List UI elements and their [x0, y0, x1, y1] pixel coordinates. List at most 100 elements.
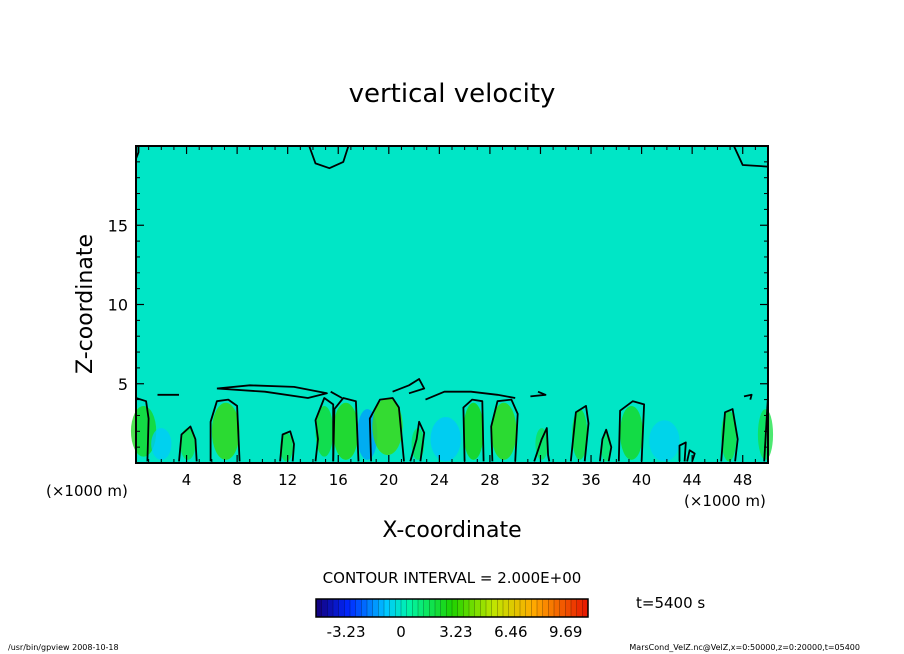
x-tick-label: 36 — [581, 471, 600, 489]
colorbar-cell — [463, 599, 470, 617]
colorbar-cell — [525, 599, 532, 617]
contour-line — [178, 425, 198, 462]
chart-title: vertical velocity — [349, 79, 556, 109]
x-tick-label: 12 — [278, 471, 297, 489]
colorbar-tick-label: -3.23 — [327, 623, 366, 641]
colorbar-tick-label: 3.23 — [439, 623, 472, 641]
colorbar-tick-label: 6.46 — [494, 623, 527, 641]
colour-feature — [463, 402, 484, 460]
colour-feature — [620, 405, 643, 460]
colorbar-cell — [446, 599, 453, 617]
colorbar-cell — [418, 599, 424, 617]
y-axis-ticks: 5 10 15 — [108, 161, 768, 448]
contour-line — [462, 398, 485, 462]
colorbar-cell — [350, 599, 356, 617]
colorbar-cell — [452, 599, 458, 617]
colorbar-cell — [361, 599, 368, 617]
colorbar-cell — [537, 599, 543, 617]
colorbar-cell — [401, 599, 407, 617]
colour-feature — [130, 405, 157, 457]
time-label: t=5400 s — [636, 594, 705, 612]
colorbar-cell — [559, 599, 566, 617]
colorbar-cell — [423, 599, 430, 617]
colorbar-cell — [531, 599, 538, 617]
colour-feature — [572, 409, 588, 460]
colorbar-cell — [576, 599, 583, 617]
contour-line — [425, 390, 516, 401]
x-axis-label: X-coordinate — [382, 518, 521, 543]
contour-line — [743, 393, 753, 400]
colorbar-cell — [333, 599, 339, 617]
colorbar-cell — [384, 599, 390, 617]
contour-line — [332, 397, 360, 462]
colorbar-cell — [406, 599, 413, 617]
colorbar-cell — [389, 599, 396, 617]
colorbar-cell — [372, 599, 379, 617]
colorbar-cell — [327, 599, 334, 617]
x-tick-label: 40 — [632, 471, 651, 489]
colorbar-cell — [440, 599, 447, 617]
colour-feature — [280, 432, 293, 462]
x-tick-label: 44 — [683, 471, 702, 489]
colorbar-tick-label: 0 — [396, 623, 406, 641]
x-tick-label: 4 — [182, 471, 192, 489]
colorbar-cell — [497, 599, 504, 617]
colour-feature — [357, 409, 378, 460]
colour-field — [130, 398, 774, 462]
x-axis-ticks: 4 8 12 16 20 24 28 32 36 40 44 48 — [148, 146, 756, 489]
x-tick-label: 24 — [430, 471, 449, 489]
contour-line — [209, 398, 241, 462]
colorbar-cell — [412, 599, 419, 617]
contour-line — [733, 145, 769, 168]
colorbar-ticks: -3.23 0 3.23 6.46 9.69 — [327, 623, 583, 641]
colour-feature — [372, 398, 403, 456]
field-background — [136, 146, 768, 463]
colorbar-cell — [582, 599, 589, 617]
colorbar: -3.23 0 3.23 6.46 9.69 — [315, 598, 589, 641]
colorbar-cell — [548, 599, 555, 617]
contour-line — [720, 408, 739, 462]
colorbar-cell — [554, 599, 560, 617]
x-tick-label: 48 — [733, 471, 752, 489]
colorbar-cell — [503, 599, 509, 617]
colour-feature — [333, 402, 359, 460]
colorbar-cell — [491, 599, 498, 617]
contour-line — [530, 390, 547, 398]
colour-feature — [180, 428, 196, 460]
colorbar-cell — [514, 599, 521, 617]
colorbar-cell — [316, 599, 322, 617]
colorbar-cell — [395, 599, 402, 617]
colorbar-cell — [480, 599, 487, 617]
footer-right: MarsCond_VelZ.nc@VelZ,x=0:50000,z=0:2000… — [629, 643, 860, 652]
x-tick-label: 32 — [531, 471, 550, 489]
contour-line — [330, 390, 343, 399]
contour-line — [308, 145, 350, 170]
colorbar-tick-label: 9.69 — [549, 623, 582, 641]
contour-line — [279, 430, 295, 462]
colorbar-cell — [367, 599, 373, 617]
colorbar-cell — [469, 599, 475, 617]
colour-feature — [151, 428, 172, 460]
colour-feature — [535, 428, 549, 460]
colorbar-cell — [520, 599, 526, 617]
colorbar-frame — [315, 598, 589, 618]
colorbar-cell — [508, 599, 515, 617]
contour-line — [678, 441, 687, 462]
colour-feature — [649, 420, 680, 462]
contour-line — [599, 428, 613, 462]
y-tick-label: 5 — [118, 375, 128, 394]
x-unit-right: (×1000 m) — [684, 492, 766, 510]
contour-line — [569, 404, 590, 462]
contour-line — [409, 420, 426, 462]
x-tick-label: 8 — [232, 471, 242, 489]
contour-line — [533, 427, 551, 462]
colorbar-cell — [565, 599, 572, 617]
x-tick-label: 20 — [379, 471, 398, 489]
colorbar-cell — [435, 599, 441, 617]
colorbar-cell — [457, 599, 464, 617]
colorbar-cell — [355, 599, 362, 617]
colour-feature — [211, 402, 240, 460]
contour-interval: CONTOUR INTERVAL = 2.000E+00 — [323, 569, 582, 587]
